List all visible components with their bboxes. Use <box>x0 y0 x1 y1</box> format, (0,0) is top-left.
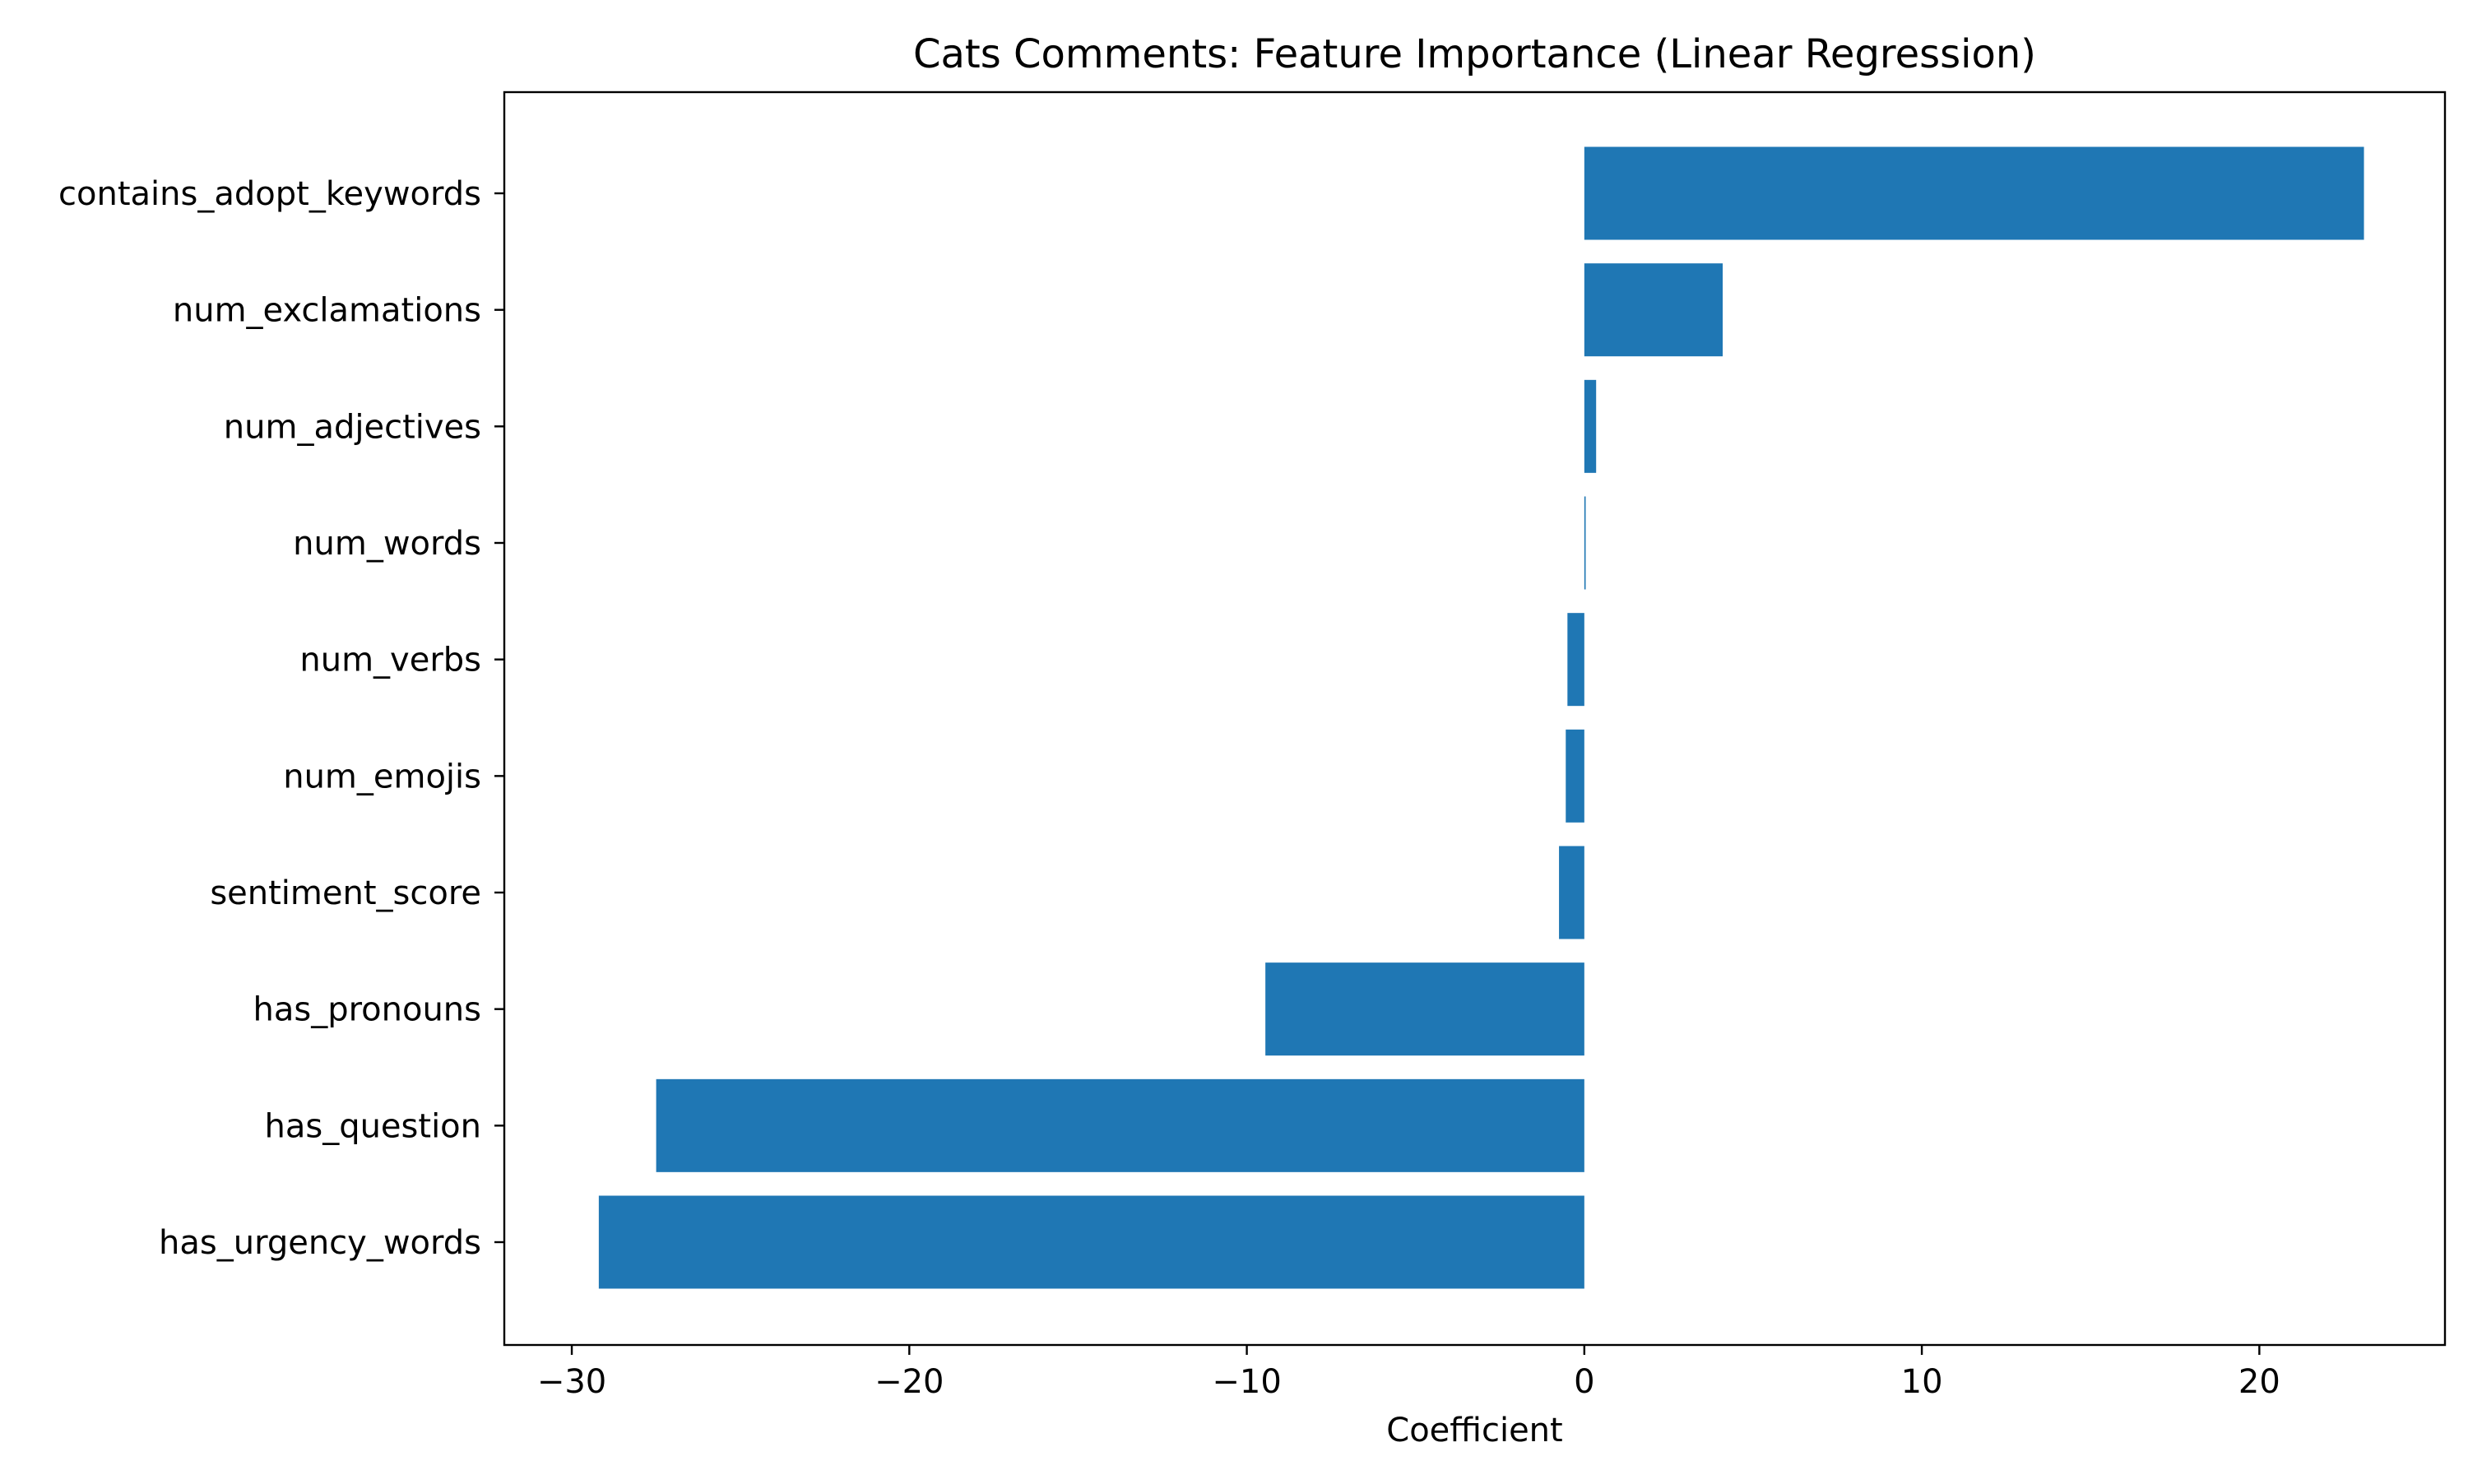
y-tick-label: contains_adopt_keywords <box>58 175 481 213</box>
bar-num_exclamations <box>1584 263 1723 357</box>
plot-frame <box>503 90 2447 1347</box>
bar-num_adjectives <box>1584 379 1597 473</box>
bar-contains_adopt_keywords <box>1584 146 2364 240</box>
x-tick-label: 10 <box>1901 1363 1943 1401</box>
x-axis: −30 −20 −10 0 10 20 <box>537 1345 2280 1401</box>
y-tick-label: has_urgency_words <box>159 1224 481 1262</box>
x-tick-label: −20 <box>874 1363 944 1401</box>
bar-num_verbs <box>1567 613 1584 707</box>
y-axis: contains_adopt_keywords num_exclamationsn… <box>58 175 504 1262</box>
bar-sentiment_score <box>1559 846 1584 939</box>
y-tick-label: num_emojis <box>283 758 481 795</box>
y-tick-label: num_exclamations <box>173 292 481 330</box>
bar-num_emojis <box>1566 729 1584 823</box>
x-axis-label: Coefficient <box>1386 1412 1562 1449</box>
bar-has_question <box>656 1078 1584 1172</box>
bar-has_urgency_words <box>598 1195 1584 1289</box>
y-tick-label: num_verbs <box>299 642 481 679</box>
y-tick-label: has_pronouns <box>253 991 482 1029</box>
x-tick-label: 20 <box>2238 1363 2280 1401</box>
bar-has_pronouns <box>1265 962 1584 1056</box>
y-tick-label: has_question <box>264 1107 481 1145</box>
bar-num_words <box>1584 496 1586 590</box>
y-tick-label: sentiment_score <box>210 874 481 912</box>
x-tick-label: 0 <box>1574 1363 1594 1401</box>
y-tick-label: num_words <box>293 525 481 563</box>
chart-title: Cats Comments: Feature Importance (Linea… <box>913 31 2036 77</box>
y-tick-label: num_adjectives <box>224 408 481 446</box>
bars <box>598 146 2364 1289</box>
x-tick-label: −10 <box>1212 1363 1281 1401</box>
x-tick-label: −30 <box>537 1363 606 1401</box>
